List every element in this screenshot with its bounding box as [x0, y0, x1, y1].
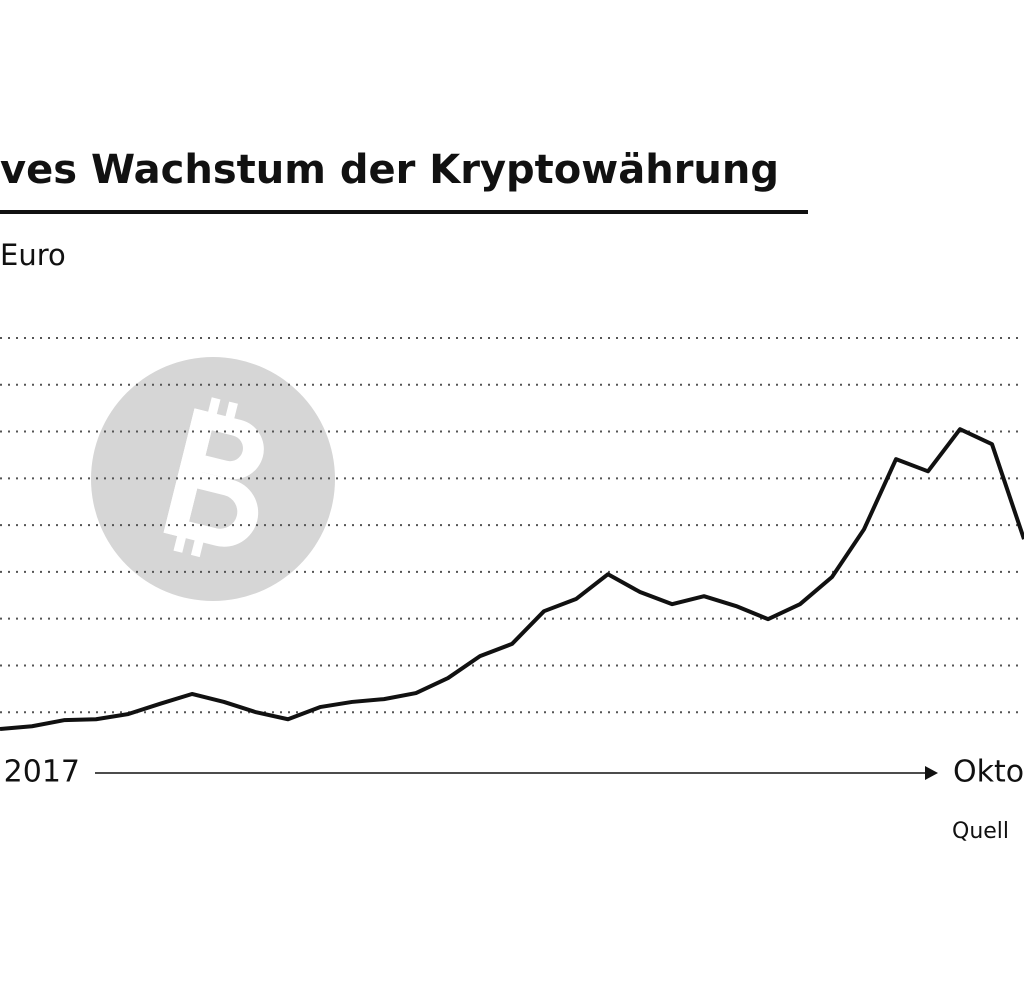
- arrow-head: [925, 766, 938, 780]
- chart-title: ves Wachstum der Kryptowährung: [0, 147, 779, 193]
- x-start-label: 2017: [4, 755, 80, 790]
- bitcoin-icon: [91, 357, 335, 601]
- chart-subtitle: Euro: [0, 238, 66, 272]
- source-note: Quell: [952, 819, 1009, 844]
- x-end-label: Okto: [953, 755, 1024, 790]
- price-line: [0, 427, 1024, 732]
